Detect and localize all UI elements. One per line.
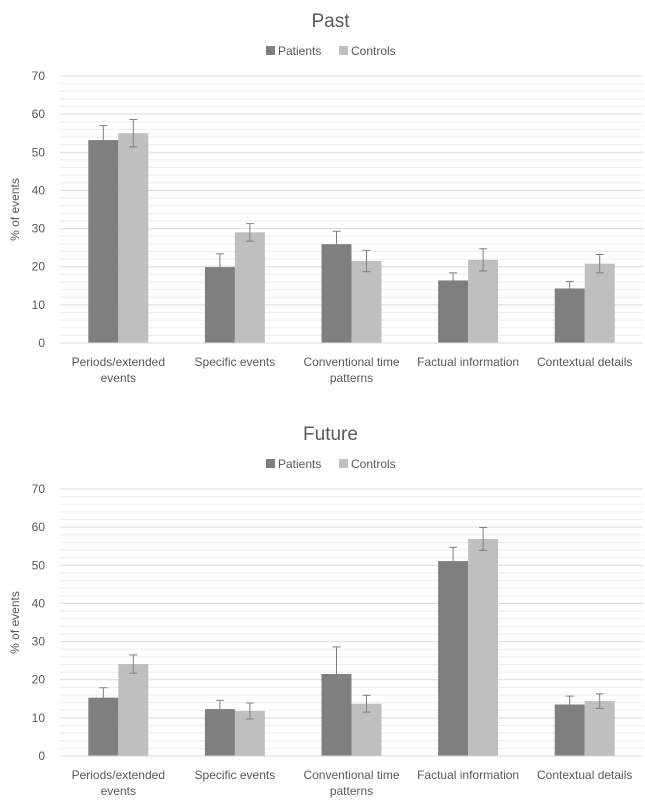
gridlines — [60, 75, 643, 336]
y-tick-label: 60 — [32, 107, 46, 121]
y-axis-label: % of events — [8, 178, 22, 241]
y-tick-label: 20 — [32, 673, 46, 687]
legend-swatch — [266, 459, 275, 468]
x-tick-label: Conventional time patterns — [303, 768, 399, 798]
x-tick-label: Periods/extended events — [72, 768, 165, 798]
x-tick-label: Specific events — [195, 768, 276, 782]
legend-swatch — [339, 46, 348, 55]
y-axis-label: % of events — [8, 591, 22, 654]
chart-panel: Past Patients Controls 0 10 20 30 40 50 60 70 % of … — [8, 11, 643, 385]
x-tick-label: Contextual details — [537, 768, 632, 782]
bar — [234, 232, 265, 343]
bar — [584, 263, 615, 343]
bar — [321, 244, 352, 343]
y-tick-label: 10 — [32, 711, 46, 725]
bar — [88, 140, 119, 343]
y-tick-label: 40 — [32, 183, 46, 197]
y-tick-label: 60 — [32, 520, 46, 534]
legend-swatch — [339, 459, 348, 468]
bar — [468, 259, 499, 343]
x-tick-label: Factual information — [417, 355, 519, 369]
y-tick-label: 30 — [32, 635, 46, 649]
chart-title: Past — [311, 11, 350, 32]
y-tick-label: 20 — [32, 260, 46, 274]
chart-legend: Patients Controls — [266, 44, 396, 58]
bar — [438, 561, 469, 756]
y-tick-label: 30 — [32, 222, 46, 236]
bar — [554, 288, 585, 343]
y-tick-label: 70 — [32, 482, 46, 496]
x-tick-label: Conventional time patterns — [303, 355, 399, 385]
bar — [468, 538, 499, 756]
legend-label: Controls — [351, 457, 396, 471]
x-tick-label: Periods/extended events — [72, 355, 165, 385]
y-tick-label: 0 — [38, 749, 45, 763]
bar — [118, 133, 149, 343]
chart-panel: Future Patients Controls 0 10 20 30 40 50 60 70 % o… — [8, 424, 643, 798]
bar — [118, 664, 149, 756]
bar — [584, 701, 615, 756]
y-tick-label: 10 — [32, 298, 46, 312]
legend-label: Patients — [278, 44, 321, 58]
bar — [351, 260, 382, 343]
y-tick-label: 0 — [38, 336, 45, 350]
y-tick-label: 50 — [32, 145, 46, 159]
bar — [438, 280, 469, 343]
x-tick-label: Factual information — [417, 768, 519, 782]
y-tick-label: 40 — [32, 596, 46, 610]
y-tick-label: 50 — [32, 558, 46, 572]
chart-title: Future — [303, 424, 358, 445]
legend-label: Controls — [351, 44, 396, 58]
legend-label: Patients — [278, 457, 321, 471]
y-tick-label: 70 — [32, 69, 46, 83]
legend-swatch — [266, 46, 275, 55]
x-tick-label: Contextual details — [537, 355, 632, 369]
x-tick-label: Specific events — [195, 355, 276, 369]
chart-legend: Patients Controls — [266, 457, 396, 471]
